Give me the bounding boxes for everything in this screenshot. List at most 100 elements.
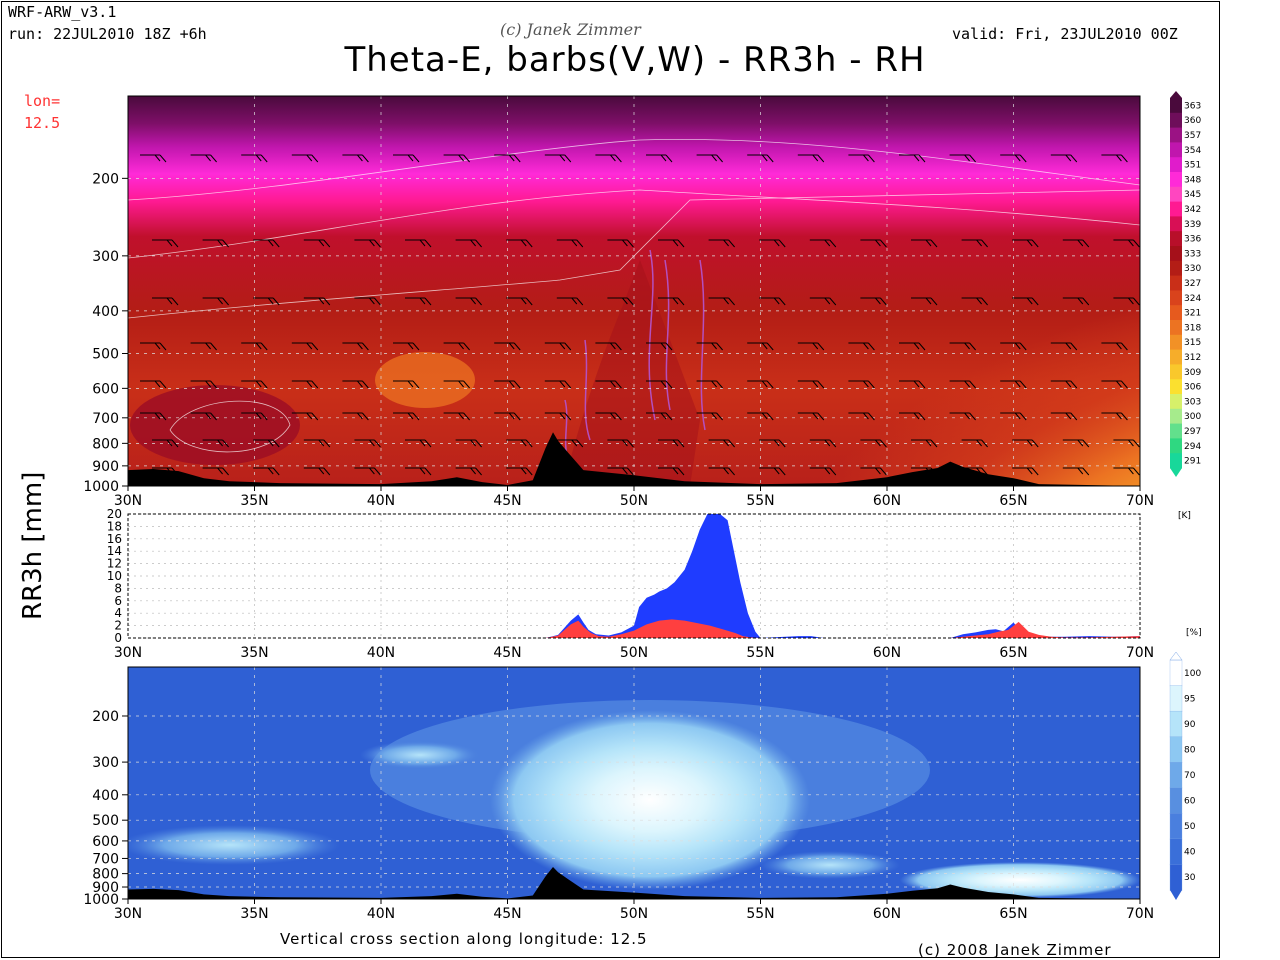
wind-barb <box>848 342 875 351</box>
wind-barb <box>1113 297 1140 306</box>
wind-barb <box>1000 380 1027 389</box>
wind-barb <box>646 154 673 163</box>
wind-barb <box>1113 467 1140 476</box>
x-tick-label: 65N <box>999 645 1027 661</box>
wind-barb <box>797 342 825 351</box>
y-tick-label: 600 <box>92 381 119 397</box>
colorbar-swatch <box>1170 453 1182 469</box>
wind-barb <box>253 239 280 248</box>
colorbar-swatch <box>1170 320 1182 336</box>
wind-barb <box>354 467 381 476</box>
y-tick-label: 800 <box>92 436 119 452</box>
wind-barb <box>506 239 533 248</box>
colorbar-swatch <box>1170 157 1182 173</box>
theta-warm-core <box>130 385 300 465</box>
rh-colorbar-swatch <box>1169 710 1183 738</box>
wind-barb <box>190 342 217 351</box>
x-tick-label: 60N <box>873 906 901 922</box>
rh-colorbar-label: 95 <box>1184 694 1195 704</box>
wind-barb <box>658 297 685 306</box>
wind-barb <box>443 412 470 421</box>
chart-title: Theta-E, barbs(V,W) - RR3h - RH <box>344 40 926 80</box>
y-tick-label: 700 <box>92 851 119 867</box>
x-tick-label: 65N <box>999 906 1027 922</box>
y-tick-label: 900 <box>92 880 119 896</box>
wind-barb <box>595 342 622 351</box>
wind-barb <box>241 154 268 163</box>
colorbar-arrow-bottom <box>1170 468 1182 477</box>
wind-barb <box>494 412 521 421</box>
theta-terrain <box>128 432 1140 486</box>
y-tick-label: 16 <box>107 532 122 546</box>
y-tick-label: 2 <box>114 619 122 633</box>
wind-barb <box>556 439 584 448</box>
wind-barb <box>646 342 673 351</box>
colorbar-swatch <box>1170 394 1182 410</box>
x-tick-label: 35N <box>240 645 268 661</box>
y-tick-label: 400 <box>92 788 119 804</box>
wind-barb <box>303 467 331 476</box>
rh-colorbar-label: 100 <box>1184 669 1201 679</box>
wind-barb <box>202 467 229 476</box>
wind-barb <box>658 467 685 476</box>
colorbar-swatch <box>1170 231 1182 247</box>
x-tick-label: 65N <box>999 493 1027 509</box>
wind-barb <box>303 239 331 248</box>
x-tick-label: 45N <box>493 493 521 509</box>
colorbar-label: 297 <box>1184 427 1201 437</box>
colorbar-swatch <box>1170 112 1182 129</box>
colorbar-label: 318 <box>1184 323 1201 333</box>
lon-label-value: 12.5 <box>24 114 61 132</box>
model-label: WRF-ARW_v3.1 <box>8 3 117 21</box>
wind-barb <box>759 467 786 476</box>
wind-barb <box>443 380 470 389</box>
wind-barb <box>393 342 420 351</box>
wind-barb <box>696 154 723 163</box>
wind-barb <box>455 239 482 248</box>
y-tick-label: 500 <box>92 813 119 829</box>
x-tick-label: 40N <box>367 493 395 509</box>
wind-barb <box>1000 412 1027 421</box>
wind-barb <box>544 380 572 389</box>
wind-barb <box>494 380 521 389</box>
rh-terrain <box>128 867 1140 899</box>
colorbar-swatch <box>1170 379 1182 395</box>
wind-barb <box>405 467 432 476</box>
wind-barb <box>1012 239 1039 248</box>
wind-barb <box>961 239 988 248</box>
rh-colorbar-swatch <box>1169 736 1183 763</box>
wind-barbs <box>140 154 1140 476</box>
rh-lower-moist-layer <box>128 825 340 865</box>
colorbar-swatch <box>1170 142 1182 158</box>
wind-barb <box>747 412 774 421</box>
wind-barb <box>455 297 482 306</box>
wind-barb <box>1062 239 1090 248</box>
colorbar-label: 303 <box>1184 397 1201 407</box>
wind-barb <box>708 467 735 476</box>
lon-label: lon= 12.5 <box>24 90 60 134</box>
wind-barb <box>152 239 179 248</box>
wind-barb <box>494 342 521 351</box>
wind-barb <box>759 239 786 248</box>
footer-copyright: (c) 2008 Janek Zimmer <box>918 941 1112 959</box>
wind-barb <box>556 467 584 476</box>
wind-barb <box>241 380 268 389</box>
y-tick-label: 300 <box>92 755 119 771</box>
wind-barb <box>809 467 837 476</box>
wind-barb <box>658 239 685 248</box>
wind-barb <box>253 439 280 448</box>
x-tick-label: 60N <box>873 645 901 661</box>
wind-barb <box>949 154 976 163</box>
wind-barb <box>1101 342 1128 351</box>
colorbar-swatch <box>1170 98 1182 114</box>
wind-barb <box>140 342 167 351</box>
wind-barb <box>544 342 572 351</box>
wind-barb <box>809 297 837 306</box>
x-tick-label: 50N <box>620 645 648 661</box>
colorbar-swatch <box>1170 438 1182 454</box>
colorbar-label: 342 <box>1184 205 1201 215</box>
wind-barb <box>291 412 319 421</box>
x-tick-label: 45N <box>493 906 521 922</box>
wind-barb <box>190 412 217 421</box>
